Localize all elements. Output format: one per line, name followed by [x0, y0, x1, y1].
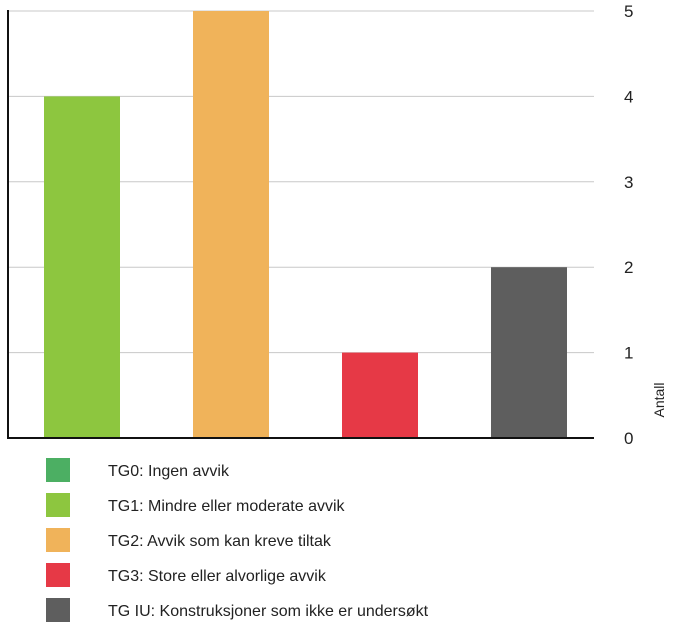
y-tick-label-5: 5 — [624, 2, 633, 21]
legend-label-3: TG3: Store eller alvorlige avvik — [108, 568, 327, 585]
legend-swatch-4 — [46, 598, 70, 622]
y-axis-title: Antall — [651, 382, 667, 417]
y-tick-label-3: 3 — [624, 173, 633, 192]
legend-swatch-3 — [46, 563, 70, 587]
legend-label-0: TG0: Ingen avvik — [108, 463, 230, 480]
legend-label-1: TG1: Mindre eller moderate avvik — [108, 498, 346, 515]
legend-swatch-2 — [46, 528, 70, 552]
bars — [44, 11, 567, 439]
y-tick-label-2: 2 — [624, 258, 633, 277]
legend-label-4: TG IU: Konstruksjoner som ikke er unders… — [108, 603, 429, 620]
bar-1 — [44, 96, 120, 439]
axes — [7, 10, 594, 439]
y-tick-label-1: 1 — [624, 344, 633, 363]
bar-4 — [491, 267, 567, 438]
bar-3 — [342, 352, 418, 438]
y-tick-labels: 0 1 2 3 4 5 — [624, 2, 633, 448]
bar-2 — [193, 11, 269, 438]
legend-label-2: TG2: Avvik som kan kreve tiltak — [108, 533, 332, 550]
legend-swatch-0 — [46, 458, 70, 482]
legend: TG0: Ingen avvik TG1: Mindre eller modera… — [46, 458, 429, 622]
y-tick-label-4: 4 — [624, 87, 633, 106]
y-tick-label-0: 0 — [624, 429, 633, 448]
legend-swatch-1 — [46, 493, 70, 517]
